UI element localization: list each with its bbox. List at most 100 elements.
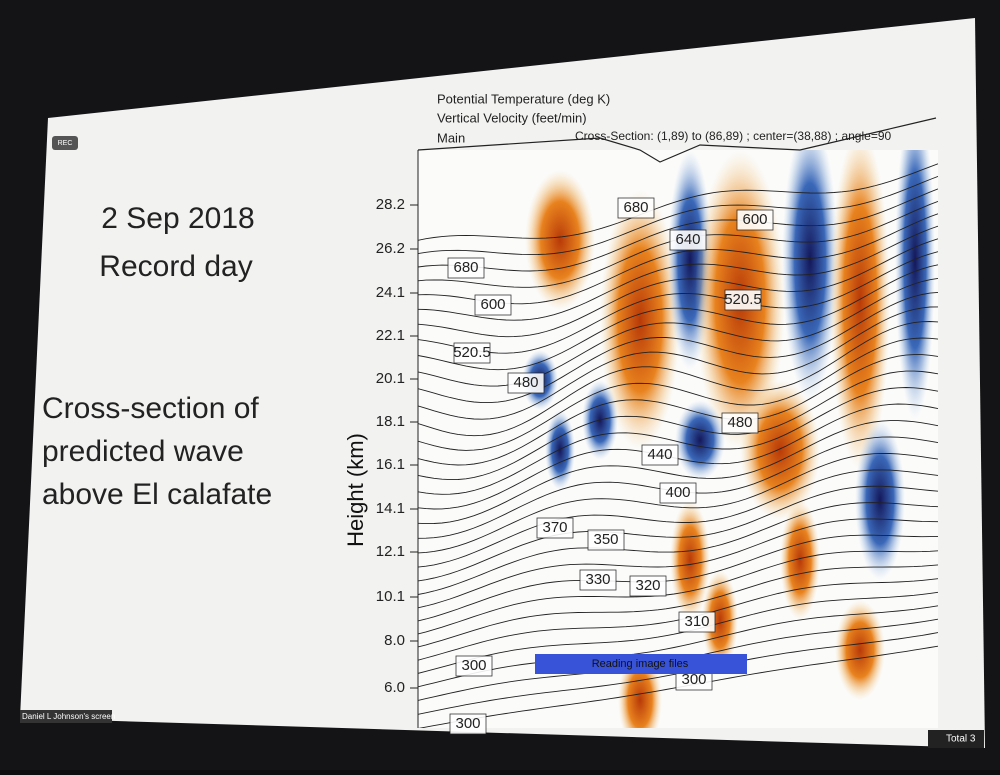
cross-section-label: Cross-Section: (1,89) to (86,89) ; cente… [575,129,891,143]
y-tick-label: 26.2 [376,240,405,257]
velocity-shading [835,600,885,700]
participants-badge[interactable] [928,730,984,748]
rec-label: REC [58,140,73,147]
slide-description: predicted wave [42,435,244,468]
contour-label-box [587,529,625,551]
contour-label: 640 [675,231,700,248]
velocity-shading [525,170,595,310]
isentrope [418,485,938,582]
isentrope [418,188,938,272]
isentrope [418,306,938,420]
contour-label: 480 [513,374,538,391]
contour-label: 520.5 [453,344,491,361]
status-bar [535,654,747,674]
contour-label: 330 [585,571,610,588]
slide-description: Cross-section of [42,392,259,425]
contour-label: 370 [542,519,567,536]
isentrope [418,518,938,609]
contour-label-box [536,517,574,539]
contour-label: 400 [665,484,690,501]
velocity-shading [855,420,905,580]
rec-badge [52,136,78,150]
velocity-shading [702,570,738,670]
contour-label-box [724,289,762,311]
y-tick-label: 20.1 [376,370,405,387]
screen-owner: Daniel L Johnson's screen [22,712,115,721]
isentrope [418,591,938,674]
contour-label-box [678,611,716,633]
contour-label: 600 [480,296,505,313]
contour-label-box [736,209,774,231]
y-tick-label: 16.1 [376,456,405,473]
isentrope [418,534,938,622]
velocity-shading [675,400,725,480]
contour-label-box [617,197,655,219]
screen-owner-badge [20,710,112,723]
contour-label-box [641,444,679,466]
isentrope [418,550,938,635]
contour-label-box [447,257,485,279]
header-line: Vertical Velocity (feet/min) [437,110,587,125]
velocity-shading [545,410,575,490]
velocity-shading [780,500,820,620]
contour-label: 350 [593,531,618,548]
contour-label-box [629,575,667,597]
contour-label: 480 [727,414,752,431]
contour-label-box [449,713,487,735]
contour-label-box [507,372,545,394]
isentrope [418,321,938,437]
contour-label: 320 [635,577,660,594]
contour-label: 680 [453,259,478,276]
velocity-shading [740,380,820,520]
isentrope [418,277,938,387]
contour-label: 300 [461,657,486,674]
isentrope [418,605,938,688]
velocity-shading [670,500,710,620]
contour-label: 310 [684,613,709,630]
isentrope [418,564,938,648]
contour-label-box [453,342,491,364]
y-tick-label: 28.2 [376,196,405,213]
contour-label: 600 [742,211,767,228]
terrain-top [417,117,937,163]
y-tick-label: 12.1 [376,543,405,560]
contour-label-box [474,294,512,316]
participants[interactable]: Total 3 [946,734,976,745]
isentrope [418,175,938,256]
isentrope [418,291,938,404]
slide-date: 2 Sep 2018 [101,202,254,235]
y-tick-label: 6.0 [384,679,405,696]
velocity-shading [782,150,838,400]
y-tick-label: 14.1 [376,500,405,517]
isentrope [418,264,938,371]
contour-label-box [579,569,617,591]
contour-label: 520.5 [724,291,762,308]
velocity-shading [895,150,935,420]
slide-description: above El calafate [42,478,272,511]
contour-label: 680 [623,199,648,216]
y-axis-label: Height (km) [343,433,368,547]
slide-subtitle: Record day [99,250,252,283]
isentrope [418,163,938,241]
isentrope [418,469,938,568]
isentrope [418,578,938,661]
isentrope [418,238,938,338]
isentrope [418,251,938,354]
isentrope [418,502,938,595]
header-line: Potential Temperature (deg K) [437,91,610,106]
contour-label-box [455,655,493,677]
header-line: Main [437,130,465,145]
y-tick-label: 10.1 [376,588,405,605]
contour-label: 300 [681,671,706,688]
y-tick-label: 8.0 [384,632,405,649]
y-tick-label: 22.1 [376,327,405,344]
isentrope [418,225,938,321]
y-tick-label: 24.1 [376,284,405,301]
y-tick-label: 18.1 [376,413,405,430]
isentrope [418,337,938,451]
isentrope [418,387,938,495]
isentrope [418,370,938,481]
contour-label-box [721,412,759,434]
contour-label: 300 [455,715,480,732]
